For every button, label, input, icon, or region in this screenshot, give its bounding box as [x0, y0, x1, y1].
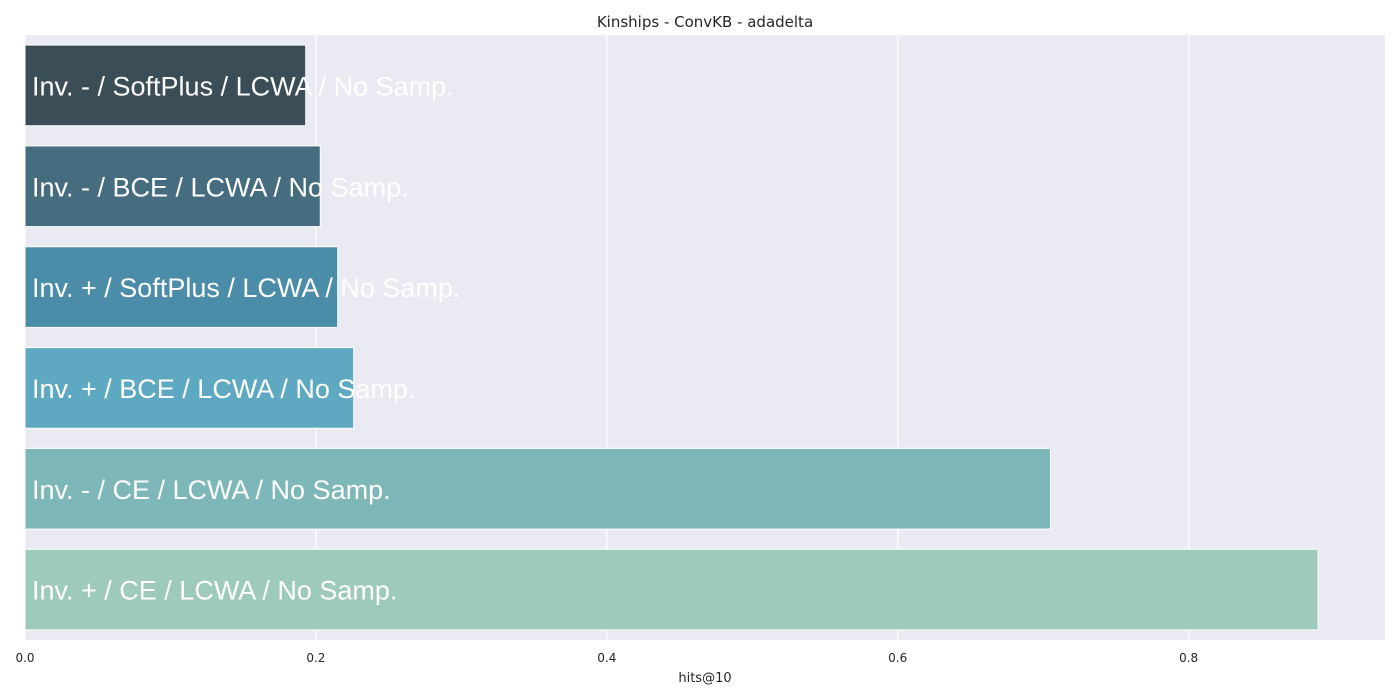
plot-area — [25, 35, 1385, 640]
x-tick-label: 0.2 — [306, 651, 325, 665]
bar-category-label: Inv. + / BCE / LCWA / No Samp. — [32, 374, 415, 404]
x-axis-ticks: 0.0 0.2 0.4 0.6 0.8 — [15, 651, 1198, 665]
gridlines — [24, 35, 1190, 640]
bar — [24, 548, 1319, 631]
x-axis-label: hits@10 — [678, 671, 731, 686]
x-tick-label: 0.8 — [1179, 651, 1198, 665]
bar-category-label: Inv. - / CE / LCWA / No Samp. — [32, 475, 391, 505]
x-tick-label: 0.0 — [15, 651, 34, 665]
bar — [24, 44, 307, 127]
x-tick-label: 0.6 — [888, 651, 907, 665]
bar-category-label: Inv. - / BCE / LCWA / No Samp. — [32, 172, 409, 202]
bar — [24, 347, 355, 429]
bar-category-label: Inv. + / CE / LCWA / No Samp. — [32, 576, 397, 606]
x-tick-label: 0.4 — [597, 651, 616, 665]
bars: Inv. - / SoftPlus / LCWA / No Samp. Inv. … — [24, 44, 1319, 631]
bar — [24, 145, 321, 228]
bar — [24, 447, 1051, 530]
bar — [24, 246, 339, 328]
bar-category-label: Inv. - / SoftPlus / LCWA / No Samp. — [32, 71, 454, 101]
chart-title: Kinships - ConvKB - adadelta — [597, 13, 813, 31]
bar-category-label: Inv. + / SoftPlus / LCWA / No Samp. — [32, 273, 460, 303]
